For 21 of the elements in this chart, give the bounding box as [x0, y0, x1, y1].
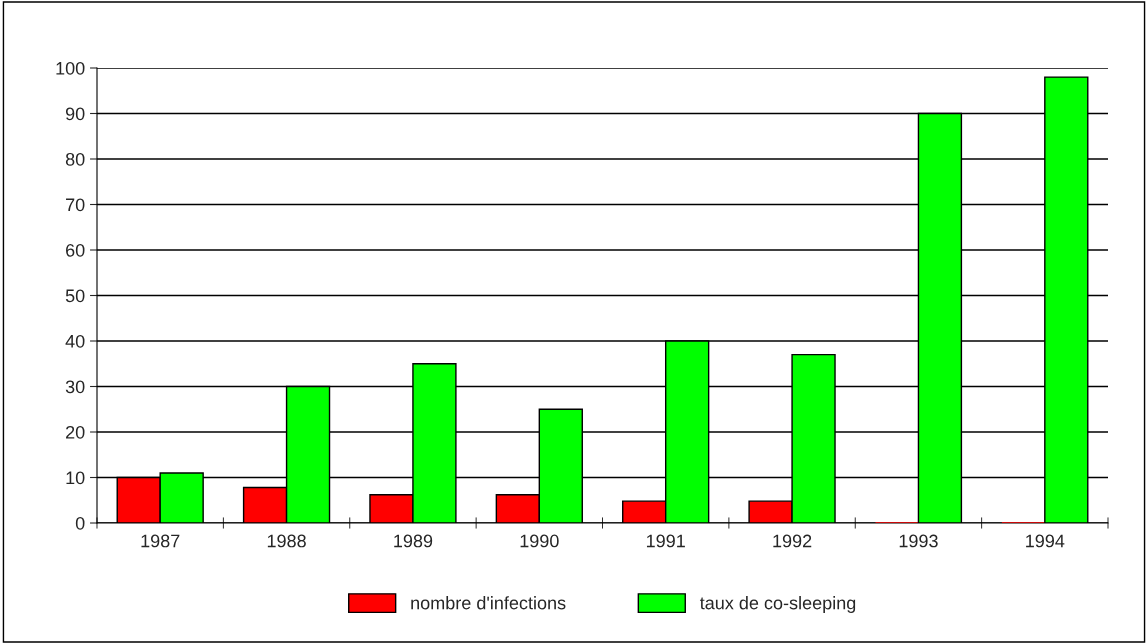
x-tick-label: 1988	[267, 534, 306, 548]
x-tick-label: 1989	[394, 534, 433, 548]
y-tick-label: 90	[65, 107, 85, 121]
x-tick-label: 1994	[1026, 534, 1065, 548]
x-tick-label: 1993	[899, 534, 938, 548]
x-tick-label: 1987	[141, 534, 180, 548]
x-tick-label: 1990	[520, 534, 559, 548]
y-tick-label: 40	[65, 334, 85, 348]
x-tick-label: 1991	[646, 534, 685, 548]
legend-label: taux de co-sleeping	[699, 596, 856, 613]
x-tick-label: 1992	[773, 534, 812, 548]
y-tick-label: 70	[66, 198, 85, 212]
y-tick-label: 60	[66, 243, 85, 257]
y-tick-label: 20	[66, 425, 85, 439]
y-tick-label: 0	[75, 516, 85, 530]
y-tick-label: 50	[65, 289, 85, 303]
y-tick-label: 80	[65, 152, 85, 166]
y-tick-label: 100	[56, 61, 85, 75]
y-tick-label: 30	[65, 380, 85, 394]
y-tick-label: 10	[66, 471, 85, 485]
legend-label: nombre d'infections	[411, 596, 566, 610]
